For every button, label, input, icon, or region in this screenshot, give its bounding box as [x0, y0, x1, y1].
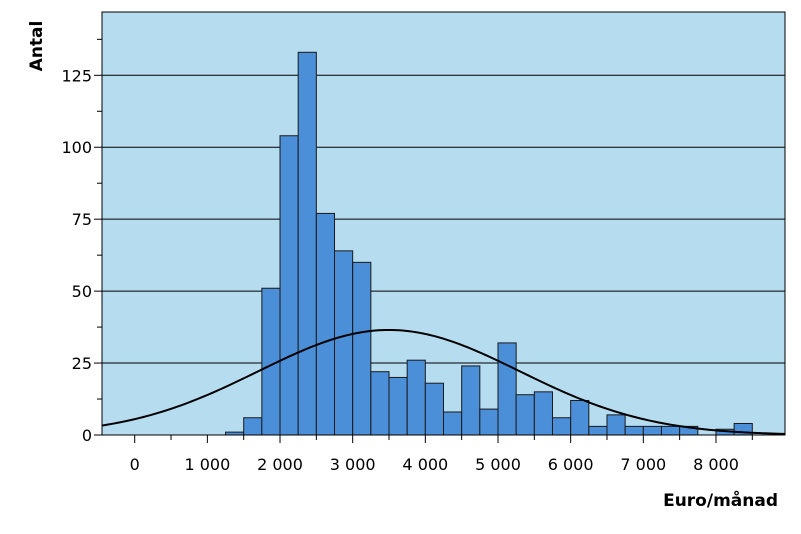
y-tick-label: 75	[72, 210, 92, 229]
y-axis: 0 25 50 75 100 125	[61, 38, 102, 445]
x-axis-title: Euro/månad	[663, 489, 778, 511]
normal-curve	[101, 328, 786, 435]
x-tick-label: 6 000	[548, 455, 594, 474]
histogram-bar	[370, 371, 390, 436]
histogram-bar	[279, 135, 299, 436]
y-tick-label: 125	[61, 66, 92, 85]
histogram-bar	[570, 399, 590, 436]
histogram-bar	[660, 425, 681, 436]
y-tick-label: 0	[82, 426, 92, 445]
histogram-bar	[315, 212, 336, 436]
histogram-bar	[443, 411, 463, 436]
histogram-bar	[406, 359, 426, 436]
histogram-bar	[551, 417, 572, 436]
plot-frame	[101, 11, 786, 436]
histogram-bar	[479, 408, 499, 436]
histogram-bar	[497, 342, 517, 436]
histogram-bar	[352, 261, 372, 436]
histogram-bar	[388, 376, 408, 436]
x-tick-label: 8 000	[693, 455, 739, 474]
x-axis: 0 1 000 2 000 3 000 4 000 5 000 6 000 7 000 8 00…	[130, 435, 753, 474]
histogram-bar	[424, 382, 445, 436]
x-tick-label: 1 000	[184, 455, 230, 474]
grid-lines	[102, 74, 785, 364]
histogram-bar	[515, 394, 535, 436]
y-tick-label: 100	[61, 138, 92, 157]
x-tick-label: 7 000	[620, 455, 666, 474]
histogram-bar	[297, 51, 317, 436]
x-tick-label: 4 000	[402, 455, 448, 474]
histogram-bar	[334, 250, 354, 436]
histogram-bar	[642, 425, 662, 436]
x-tick-label: 3 000	[330, 455, 376, 474]
histogram-bar	[461, 365, 481, 436]
histogram-bar	[606, 414, 626, 436]
histogram-bar	[588, 425, 608, 436]
histogram-bar	[624, 425, 644, 436]
histogram-bars	[225, 51, 753, 436]
histogram-bar	[533, 391, 553, 436]
x-tick-label: 0	[130, 455, 140, 474]
y-axis-title: Antal	[27, 21, 47, 72]
x-tick-label: 2 000	[257, 455, 303, 474]
y-tick-label: 25	[72, 354, 92, 373]
x-tick-label: 5 000	[475, 455, 521, 474]
y-tick-label: 50	[72, 282, 92, 301]
histogram-bar	[243, 417, 263, 436]
plot-background	[102, 12, 785, 435]
